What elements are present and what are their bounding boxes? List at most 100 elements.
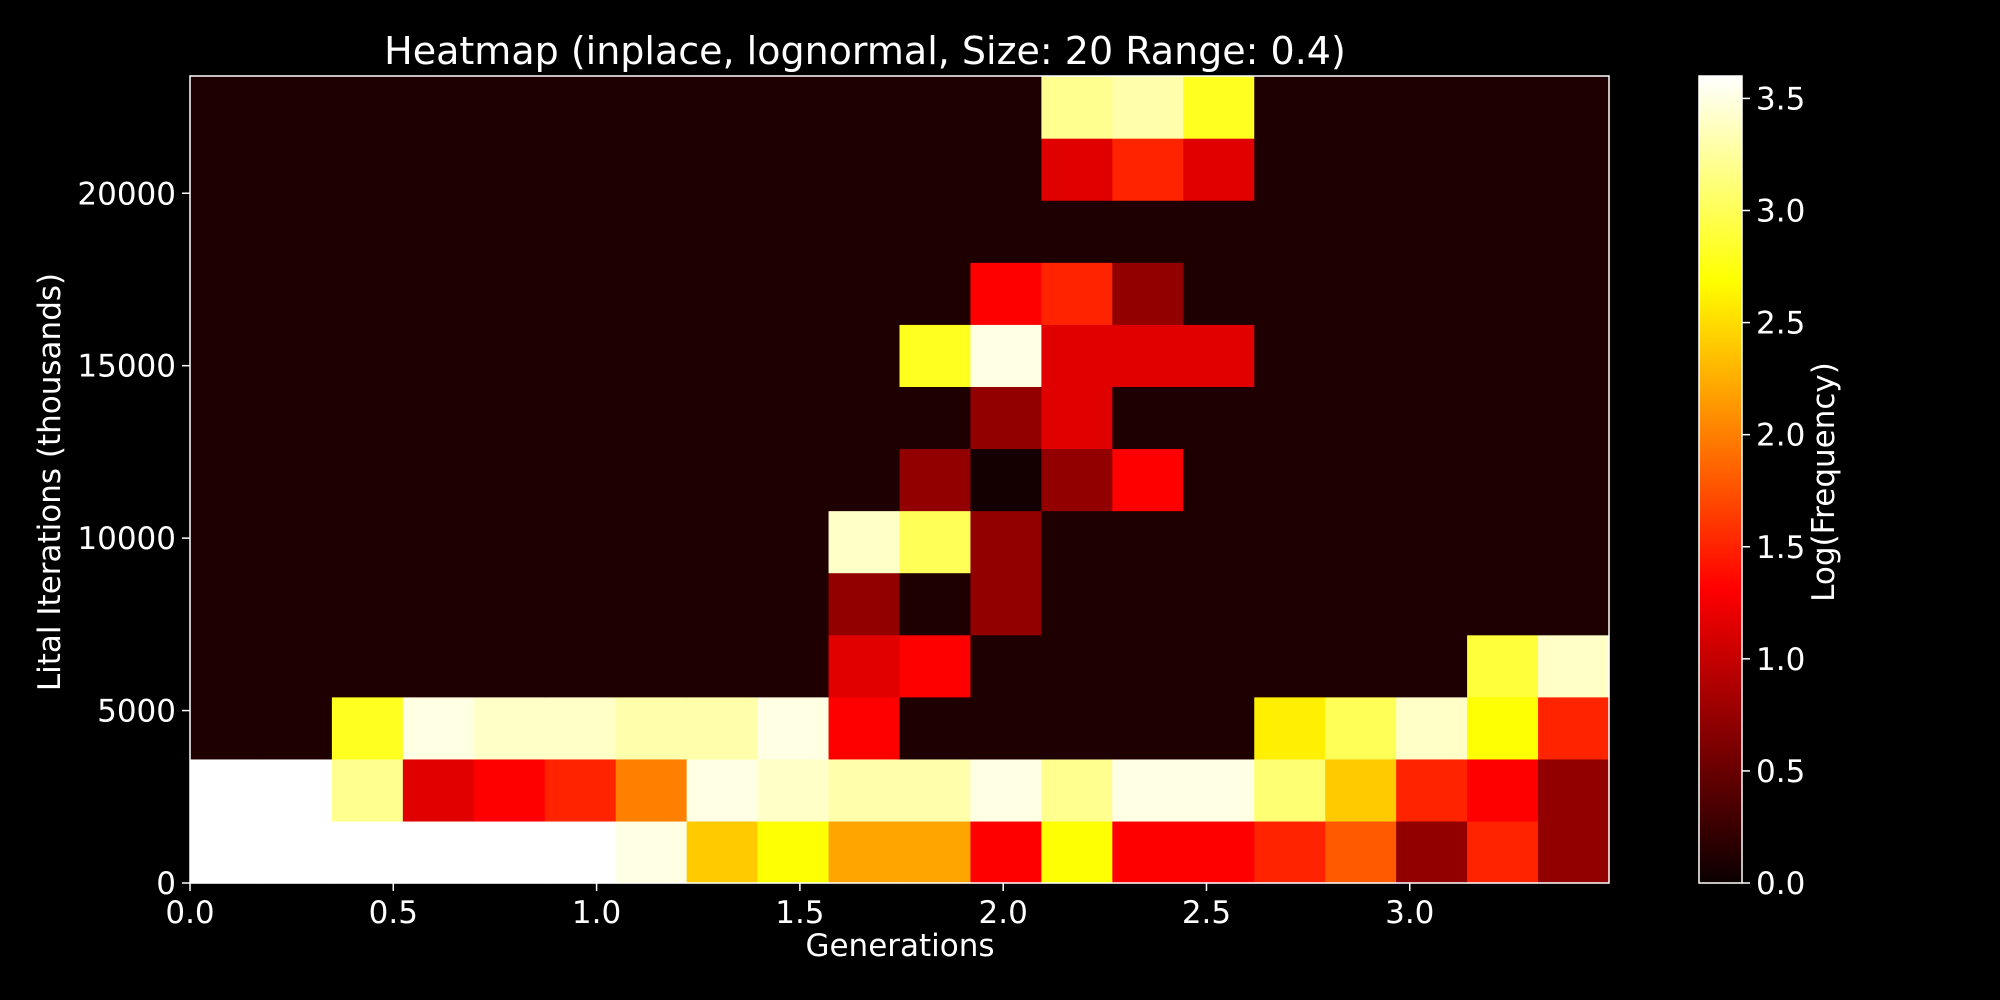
heatmap-cell [1325,262,1397,325]
heatmap-cell [1254,200,1326,263]
heatmap-cell [615,324,688,387]
heatmap-cell [402,758,475,822]
heatmap-cell [899,448,972,512]
heatmap-cell [544,572,617,636]
heatmap-cell [1396,262,1468,325]
heatmap-cell [686,634,759,698]
heatmap-cell [757,138,830,201]
heatmap-cell [970,76,1042,139]
heatmap-cell [1183,696,1255,760]
heatmap-cell [331,634,404,698]
heatmap-cell [1183,76,1255,139]
heatmap-cell [1041,696,1113,760]
heatmap-cell [331,138,404,201]
heatmap-cell [544,262,617,325]
heatmap-cell [1183,448,1255,512]
heatmap-cell [260,386,333,450]
heatmap-cell [1467,138,1539,201]
heatmap-cell [970,696,1042,760]
heatmap-cell [1254,510,1326,574]
heatmap-cell [331,820,404,884]
heatmap-cell [1254,820,1326,884]
heatmap-cell [260,634,333,698]
heatmap-cell [1041,262,1113,325]
heatmap-cell [1325,76,1397,139]
colorbar-tick-label: 2.0 [1756,418,1805,454]
heatmap-cell [1254,634,1326,698]
heatmap-cell [686,696,759,760]
heatmap-cell [260,262,333,325]
heatmap-cell [899,138,972,201]
heatmap-cell [1467,758,1539,822]
heatmap-cell [1396,510,1468,574]
heatmap-cell [402,572,475,636]
x-tick-label: 0.0 [165,895,214,931]
heatmap-cell [1112,634,1184,698]
heatmap-cell [970,386,1042,450]
heatmap-cell [757,76,830,139]
heatmap-cells [190,76,1610,884]
x-tick-label: 3.0 [1385,895,1434,931]
heatmap-cell [544,324,617,387]
heatmap-cell [686,138,759,201]
heatmap-cell [1112,386,1184,450]
heatmap-cell [686,200,759,263]
heatmap-cell [899,386,972,450]
heatmap-cell [1467,696,1539,760]
heatmap-cell [190,324,262,387]
heatmap-cell [473,76,546,139]
heatmap-cell [1325,448,1397,512]
heatmap-cell [828,386,901,450]
heatmap-cell [1183,324,1255,387]
heatmap-cell [473,510,546,574]
heatmap-cell [686,262,759,325]
heatmap-cell [473,200,546,263]
heatmap-cell [686,76,759,139]
heatmap-cell [1183,820,1255,884]
heatmap-cell [1538,572,1610,636]
heatmap-cell [1041,758,1113,822]
heatmap-cell [260,820,333,884]
heatmap-cell [1538,758,1610,822]
heatmap-cell [190,138,262,201]
heatmap-cell [899,324,972,387]
heatmap-cell [686,510,759,574]
heatmap-cell [1467,262,1539,325]
heatmap-cell [899,820,972,884]
heatmap-cell [260,324,333,387]
heatmap-cell [402,386,475,450]
heatmap-cell [1538,262,1610,325]
heatmap-cell [970,448,1042,512]
heatmap-cell [686,448,759,512]
heatmap-cell [473,448,546,512]
heatmap-cell [1041,386,1113,450]
heatmap-cell [1041,634,1113,698]
x-tick-label: 1.0 [572,895,621,931]
heatmap-cell [190,200,262,263]
heatmap-cell [828,696,901,760]
heatmap-cell [1538,510,1610,574]
heatmap-cell [544,386,617,450]
heatmap-cell [1254,386,1326,450]
heatmap-cell [1112,820,1184,884]
heatmap-cell [190,758,262,822]
colorbar-tick-label: 1.0 [1756,642,1805,678]
heatmap-cell [1396,758,1468,822]
colorbar-tick-label: 0.5 [1756,754,1805,790]
heatmap-cell [331,510,404,574]
heatmap-cell [1538,324,1610,387]
heatmap-cell [402,634,475,698]
heatmap-cell [190,262,262,325]
heatmap-cell [899,758,972,822]
x-tick-label: 1.5 [775,895,824,931]
x-tick-label: 2.5 [1182,895,1231,931]
heatmap-cell [1538,76,1610,139]
heatmap-cell [899,572,972,636]
heatmap-cell [1112,510,1184,574]
heatmap-cell [1183,200,1255,263]
heatmap-cell [1325,820,1397,884]
heatmap-cell [899,696,972,760]
heatmap-cell [544,820,617,884]
heatmap-cell [190,76,262,139]
